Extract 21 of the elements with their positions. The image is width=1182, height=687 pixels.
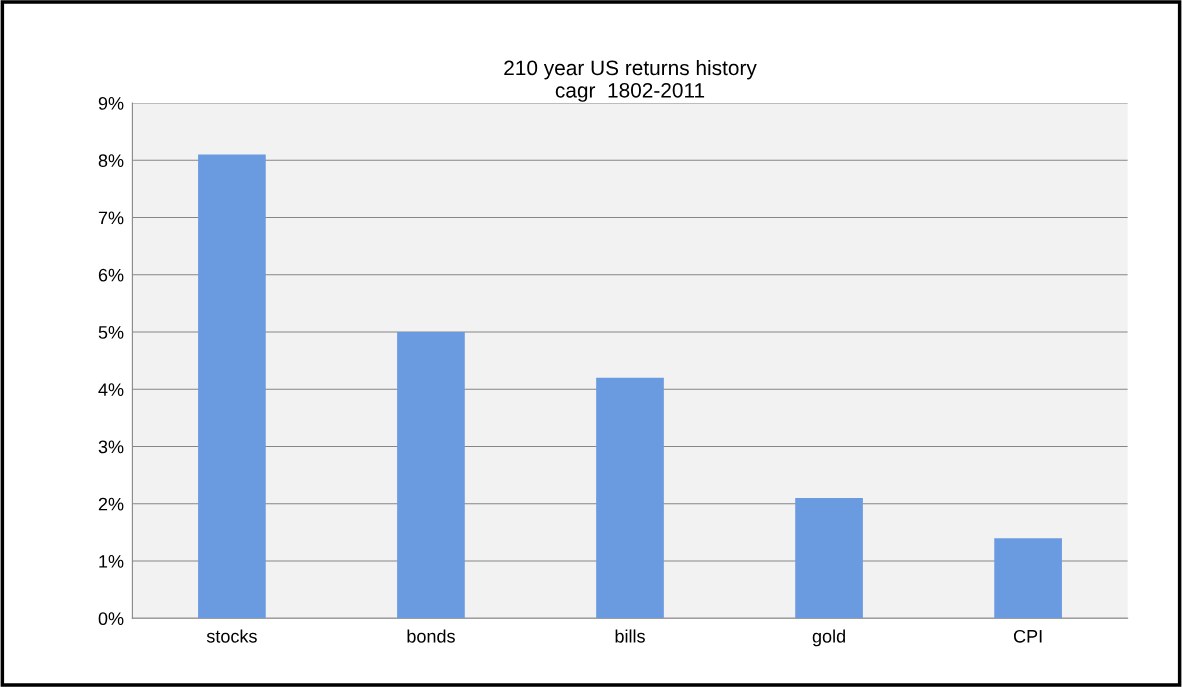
x-tick-label: stocks (206, 629, 257, 643)
y-tick-label: 2% (98, 497, 124, 511)
x-tick-label: bills (615, 629, 645, 643)
chart-title: 210 year US returns history cagr 1802-2011 (504, 59, 757, 102)
y-tick-label: 9% (98, 96, 124, 110)
bar (596, 377, 664, 619)
y-tick-label: 1% (99, 555, 124, 568)
bar (795, 498, 863, 619)
bar (198, 154, 266, 619)
bar (397, 332, 465, 619)
y-tick-label: 3% (98, 440, 124, 454)
x-tick-label: CPI (1013, 629, 1042, 643)
y-tick-label: 0% (98, 612, 124, 626)
y-tick-label: 5% (98, 326, 124, 339)
y-tick-label: 4% (98, 383, 124, 396)
x-tick-label: bonds (407, 629, 455, 643)
y-tick-label: 8% (98, 154, 124, 168)
y-tick-label: 7% (98, 211, 124, 225)
bar (994, 538, 1062, 619)
x-tick-label: gold (812, 629, 845, 647)
y-tick-label: 6% (98, 268, 124, 282)
